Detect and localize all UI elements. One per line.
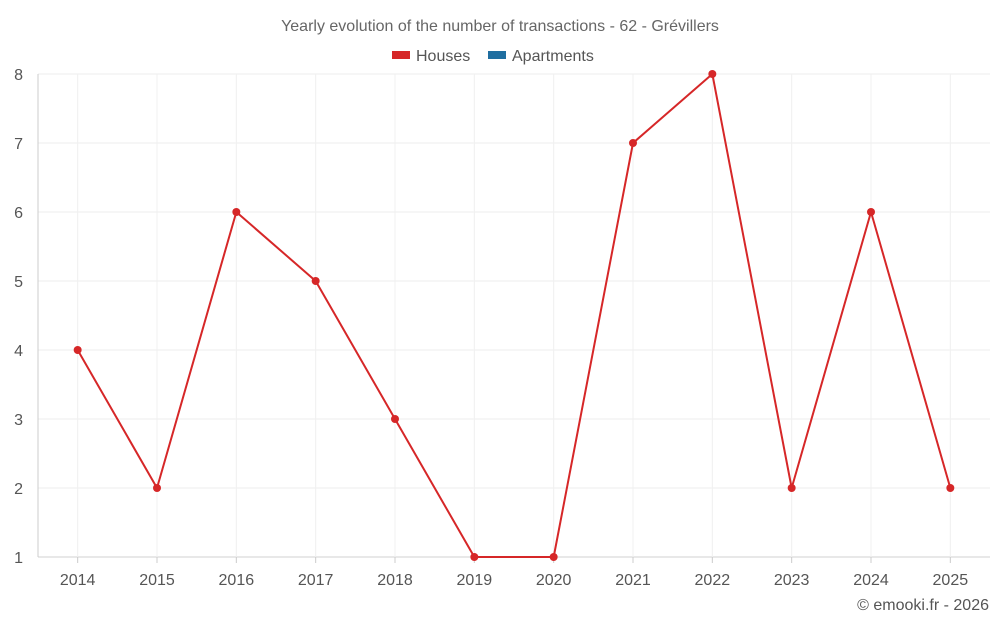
x-tick-label: 2015 (139, 572, 175, 589)
legend-swatch-houses (392, 51, 410, 59)
data-point-houses[interactable] (470, 553, 479, 561)
y-tick-label: 7 (14, 136, 23, 153)
y-tick-label: 4 (14, 343, 23, 360)
legend-item-houses[interactable]: Houses (392, 48, 470, 65)
legend-label-apartments: Apartments (512, 48, 594, 65)
series-line-houses (76, 73, 952, 558)
y-axis: 1 2 3 4 5 6 7 8 (14, 67, 39, 567)
legend[interactable]: Houses Apartments (392, 48, 594, 65)
x-tick-label: 2021 (615, 572, 651, 589)
data-point-houses[interactable] (867, 208, 875, 216)
data-point-houses[interactable] (787, 484, 796, 492)
series-layer (73, 70, 955, 561)
x-tick-label: 2018 (377, 572, 413, 589)
x-tick-label: 2019 (457, 572, 493, 589)
data-point-houses[interactable] (232, 208, 241, 216)
data-point-houses[interactable] (153, 484, 161, 492)
credit: © emooki.fr - 2026 (857, 597, 989, 614)
x-tick-label: 2020 (536, 572, 572, 589)
x-tick-label: 2016 (219, 572, 255, 589)
x-axis: 2014 2015 2016 2017 2018 2019 2020 2021 2022 2023… (60, 557, 968, 589)
y-tick-label: 3 (14, 412, 23, 429)
data-point-houses[interactable] (311, 277, 320, 285)
y-tick-label: 8 (14, 67, 23, 84)
y-tick-label: 5 (14, 274, 23, 291)
legend-item-apartments[interactable]: Apartments (488, 48, 594, 65)
legend-label-houses: Houses (416, 48, 470, 65)
data-point-houses[interactable] (629, 139, 637, 147)
data-point-houses[interactable] (708, 70, 717, 78)
y-tick-label: 2 (14, 481, 23, 498)
data-point-houses[interactable] (391, 415, 399, 423)
y-tick-label: 1 (14, 550, 23, 567)
x-tick-label: 2023 (774, 572, 810, 589)
data-point-houses[interactable] (73, 346, 82, 354)
y-tick-label: 6 (14, 205, 23, 222)
x-tick-label: 2017 (298, 572, 334, 589)
x-tick-label: 2022 (695, 572, 731, 589)
chart-title: Yearly evolution of the number of transa… (281, 18, 719, 35)
grid (38, 73, 990, 558)
data-point-houses[interactable] (946, 484, 955, 492)
x-tick-label: 2024 (853, 572, 889, 589)
x-tick-label: 2014 (60, 572, 96, 589)
legend-swatch-apartments (488, 51, 506, 59)
x-tick-label: 2025 (933, 572, 969, 589)
data-point-houses[interactable] (549, 553, 558, 561)
